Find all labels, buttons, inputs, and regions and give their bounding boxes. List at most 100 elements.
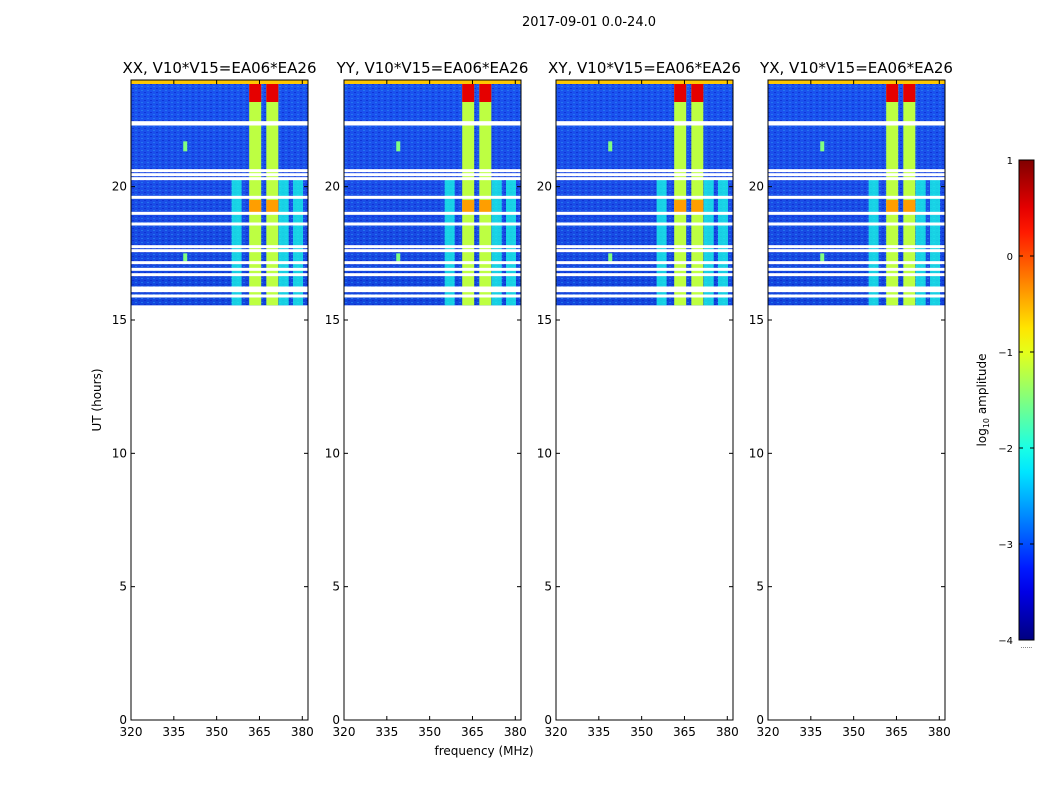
flagged-row: [556, 261, 733, 265]
flagged-row: [556, 249, 733, 253]
rfi-patch: [479, 200, 492, 214]
flagged-row: [131, 211, 308, 215]
narrow-spike: [183, 253, 188, 262]
panel-title: YY, V10*V15=EA06*EA26: [336, 59, 529, 77]
colorbar-label: log10 amplitude: [975, 354, 991, 447]
flagged-row: [768, 195, 945, 199]
heatmap: [344, 80, 521, 306]
narrow-spike: [608, 253, 613, 262]
y-tick-label: 5: [332, 580, 340, 594]
flagged-row: [344, 261, 521, 265]
flagged-row: [344, 177, 521, 181]
flagged-row: [344, 294, 521, 298]
x-tick-label: 380: [716, 725, 739, 739]
x-tick-label: 335: [587, 725, 610, 739]
panel-title: XY, V10*V15=EA06*EA26: [548, 59, 741, 77]
flagged-row: [344, 169, 521, 173]
rfi-channel: [674, 80, 687, 306]
rfi-patch: [886, 200, 899, 214]
x-tick-label: 350: [842, 725, 865, 739]
colorbar-tick-label: −1: [998, 348, 1013, 359]
panel-xy: XY, V10*V15=EA06*EA26 320 335 350 365 380 0 5 10…: [537, 59, 741, 739]
flagged-row: [768, 249, 945, 253]
y-axis-label: UT (hours): [90, 368, 104, 431]
y-tick-label: 15: [537, 313, 552, 327]
flagged-row: [768, 222, 945, 226]
axes-frame: [130, 79, 309, 721]
flagged-row: [131, 245, 308, 249]
colorbar-tick-label: −3: [998, 540, 1013, 551]
flagged-row: [131, 177, 308, 181]
colorbar-tick-label: −2: [998, 444, 1013, 455]
narrow-spike: [396, 253, 401, 262]
rfi-peak: [886, 80, 899, 102]
colorbar: 1 0 −1 −2 −3 −4 log10 amplitude......: [975, 156, 1035, 650]
y-tick-label: 5: [756, 580, 764, 594]
rfi-channel: [903, 80, 916, 306]
flagged-row: [556, 294, 733, 298]
flagged-row: [344, 173, 521, 177]
y-tick-label: 10: [749, 446, 764, 460]
weak-channel: [656, 178, 667, 306]
x-tick-label: 365: [673, 725, 696, 739]
y-tick-label: 5: [119, 580, 127, 594]
narrow-spike: [820, 141, 825, 152]
flagged-row: [768, 169, 945, 173]
panels-group: XX, V10*V15=EA06*EA26 320 335 350 365 380 0 5 10…: [112, 59, 953, 739]
colorbar-tick-label: 1: [1007, 156, 1013, 167]
rfi-peak: [903, 80, 916, 102]
narrow-spike: [608, 141, 613, 152]
y-tick-label: 20: [749, 180, 764, 194]
flagged-row: [768, 273, 945, 277]
y-tick-label: 0: [544, 713, 552, 727]
flagged-row: [131, 195, 308, 199]
x-tick-label: 350: [205, 725, 228, 739]
flagged-row: [556, 267, 733, 271]
heatmap-noise: [768, 80, 945, 306]
flagged-row: [344, 267, 521, 271]
x-axis-label: frequency (MHz): [434, 744, 533, 758]
top-edge: [556, 80, 733, 84]
x-tick-label: 380: [504, 725, 527, 739]
y-tick-label: 20: [537, 180, 552, 194]
y-tick-label: 15: [325, 313, 340, 327]
flagged-row: [131, 273, 308, 277]
x-tick-label: 320: [757, 725, 780, 739]
flagged-row: [131, 249, 308, 253]
flagged-row: [768, 177, 945, 181]
weak-channel: [930, 178, 941, 306]
weak-channel: [444, 178, 455, 306]
heatmap: [131, 80, 308, 306]
rfi-patch: [903, 200, 916, 214]
y-tick-label: 10: [537, 446, 552, 460]
y-tick-label: 20: [325, 180, 340, 194]
flagged-row: [768, 289, 945, 293]
rfi-channel: [691, 80, 704, 306]
panel-yx: YX, V10*V15=EA06*EA26 320 335 350 365 380 0 5 10…: [749, 59, 953, 739]
flagged-row: [131, 261, 308, 265]
weak-channel: [718, 178, 729, 306]
panel-title: XX, V10*V15=EA06*EA26: [122, 59, 316, 77]
narrow-spike: [183, 141, 188, 152]
weak-channel: [506, 178, 517, 306]
flagged-row: [556, 286, 733, 290]
heatmap: [556, 80, 733, 306]
axes-frame: [555, 79, 734, 721]
rfi-channel: [266, 80, 279, 306]
heatmap-noise: [344, 80, 521, 306]
flagged-row: [131, 222, 308, 226]
rfi-peak: [674, 80, 687, 102]
rfi-patch: [674, 200, 687, 214]
x-tick-label: 380: [291, 725, 314, 739]
colorbar-footnote: ......: [1021, 643, 1033, 650]
flagged-row: [344, 289, 521, 293]
flagged-row: [556, 289, 733, 293]
flagged-row: [131, 173, 308, 177]
heatmap-noise: [556, 80, 733, 306]
x-tick-label: 365: [248, 725, 271, 739]
flagged-row: [556, 222, 733, 226]
x-tick-label: 320: [120, 725, 143, 739]
heatmap-noise: [131, 80, 308, 306]
flagged-row: [556, 173, 733, 177]
